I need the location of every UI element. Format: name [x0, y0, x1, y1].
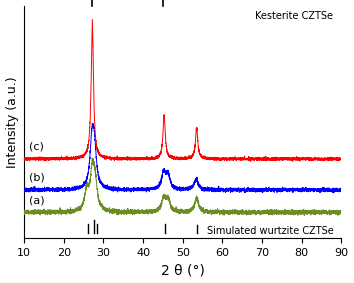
X-axis label: 2 θ (°): 2 θ (°): [161, 263, 205, 277]
Text: (a): (a): [29, 195, 45, 205]
Text: (b): (b): [29, 173, 45, 183]
Text: Kesterite CZTSe: Kesterite CZTSe: [256, 11, 333, 21]
Y-axis label: Intensity (a.u.): Intensity (a.u.): [6, 76, 18, 168]
Text: Simulated wurtzite CZTSe: Simulated wurtzite CZTSe: [207, 226, 333, 236]
Text: (c): (c): [29, 142, 44, 152]
